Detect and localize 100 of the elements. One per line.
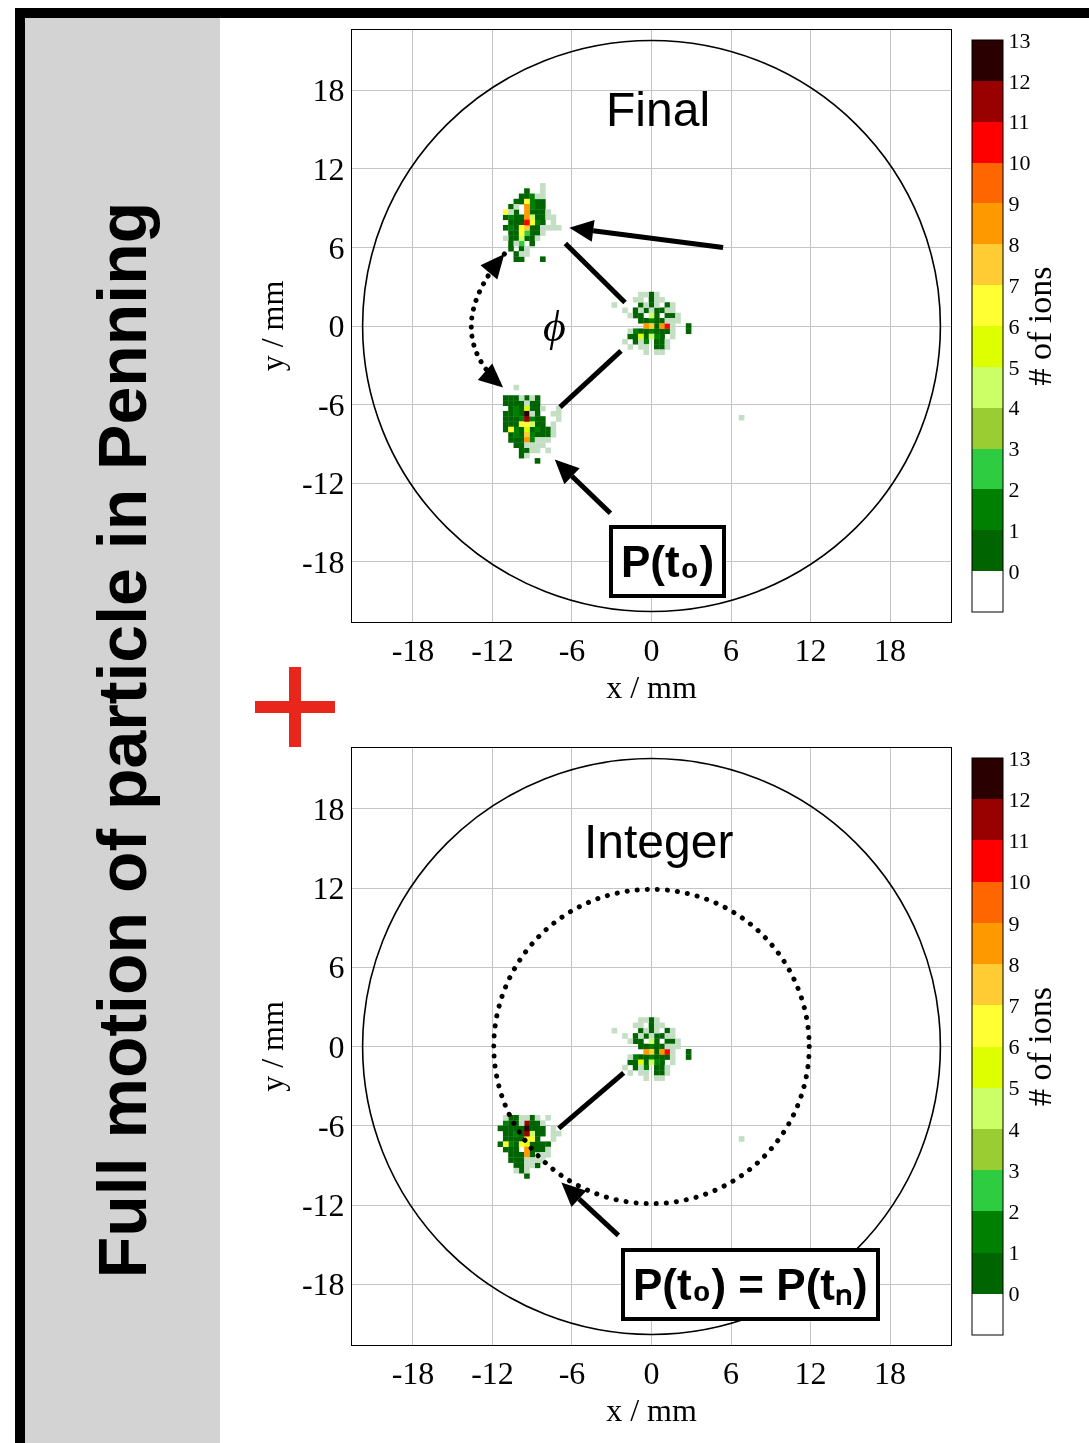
point — [659, 323, 665, 329]
color-bar-label: 0 — [1008, 558, 1020, 584]
point — [524, 209, 530, 215]
x-tick-label: 0 — [643, 632, 660, 669]
point — [648, 1033, 655, 1039]
point — [627, 1038, 634, 1045]
point — [545, 1146, 551, 1153]
y-tick-label: -18 — [301, 543, 345, 580]
x-tick-label: -18 — [391, 632, 435, 669]
x-tick-label: -6 — [558, 1355, 586, 1392]
x-tick-label: -6 — [558, 632, 586, 669]
point — [627, 1054, 634, 1060]
color-bar-label: 9 — [1008, 191, 1020, 217]
y-tick-label: 0 — [328, 1028, 345, 1065]
point — [669, 1059, 676, 1066]
x-axis-title: x / mm — [606, 669, 697, 706]
annotation: ϕ — [543, 302, 566, 351]
point — [518, 1141, 525, 1148]
point — [669, 1027, 676, 1034]
color-bar-label: 2 — [1008, 1199, 1020, 1225]
y-tick-label: 12 — [312, 870, 345, 907]
text: Final — [606, 83, 711, 136]
point — [534, 1115, 541, 1121]
point — [638, 333, 644, 340]
point — [654, 1027, 660, 1034]
point — [524, 426, 530, 433]
y-tick-label: -6 — [317, 1107, 345, 1144]
y-tick-label: 6 — [328, 229, 345, 266]
text: Integer — [584, 815, 734, 868]
color-bar-label: 4 — [1008, 395, 1020, 421]
point — [664, 1070, 671, 1076]
point — [524, 224, 530, 231]
point — [524, 204, 530, 210]
point — [518, 230, 525, 236]
point — [545, 1152, 551, 1158]
point — [524, 198, 530, 205]
y-tick-label: 18 — [312, 790, 345, 827]
color-bar-label: 12 — [1008, 786, 1031, 812]
x-tick-label: 18 — [874, 1355, 907, 1392]
point — [524, 230, 530, 236]
x-tick-label: 6 — [723, 1355, 740, 1392]
y-tick-label: -6 — [317, 386, 345, 423]
point — [529, 214, 536, 221]
point — [529, 421, 536, 428]
point — [545, 1115, 551, 1121]
point — [524, 405, 530, 412]
point — [675, 1043, 681, 1050]
color-bar-label: 9 — [1008, 910, 1020, 936]
point — [524, 1167, 530, 1174]
point — [654, 1075, 660, 1081]
point — [643, 1070, 649, 1076]
point — [654, 1059, 660, 1066]
point — [524, 1152, 530, 1158]
point — [518, 421, 525, 428]
point — [513, 410, 520, 417]
point — [659, 1075, 665, 1081]
color-bar-label: 3 — [1008, 1157, 1020, 1183]
color-bar-label: 5 — [1008, 1075, 1020, 1101]
point — [632, 1054, 639, 1060]
point — [502, 1120, 509, 1126]
point — [622, 1064, 628, 1071]
color-bar-label: 8 — [1008, 951, 1020, 977]
color-bar-title: # of ions — [1021, 987, 1059, 1106]
point — [508, 224, 514, 231]
point — [675, 1038, 681, 1045]
point — [638, 1070, 644, 1076]
point — [638, 1033, 644, 1039]
x-tick-label: -18 — [391, 1355, 435, 1392]
color-bar-label: 8 — [1008, 231, 1020, 257]
x-tick-label: 0 — [643, 1355, 660, 1392]
x-tick-label: 12 — [794, 632, 827, 669]
color-bar-label: 4 — [1008, 1116, 1020, 1142]
point — [524, 1157, 530, 1163]
point — [638, 1017, 644, 1023]
point — [638, 1022, 644, 1029]
y-tick-label: -12 — [301, 1187, 345, 1224]
point — [550, 1136, 557, 1142]
y-tick-label: 18 — [312, 72, 345, 109]
color-bar-title: # of ions — [1021, 266, 1059, 386]
color-bar-label: 0 — [1008, 1281, 1020, 1307]
color-bar-label: 3 — [1008, 436, 1020, 462]
point — [622, 1033, 628, 1039]
x-axis-title: x / mm — [606, 1392, 697, 1429]
point — [529, 193, 536, 200]
y-tick-label: 0 — [328, 308, 345, 345]
y-tick-label: -12 — [301, 465, 345, 502]
annotation: P(t₀) — [621, 537, 715, 586]
point — [513, 431, 520, 438]
color-bar-label: 13 — [1008, 27, 1031, 53]
point — [508, 1141, 514, 1148]
point — [529, 204, 536, 210]
color-bar-label: 1 — [1008, 517, 1020, 543]
point — [540, 1120, 546, 1126]
x-tick-label: -12 — [471, 1355, 514, 1392]
color-bar-label: 6 — [1008, 1034, 1020, 1060]
color-bar-label: 7 — [1008, 272, 1020, 298]
point — [524, 421, 530, 428]
point — [627, 1070, 634, 1076]
color-bar-label: 7 — [1008, 992, 1020, 1018]
point — [555, 1130, 562, 1137]
